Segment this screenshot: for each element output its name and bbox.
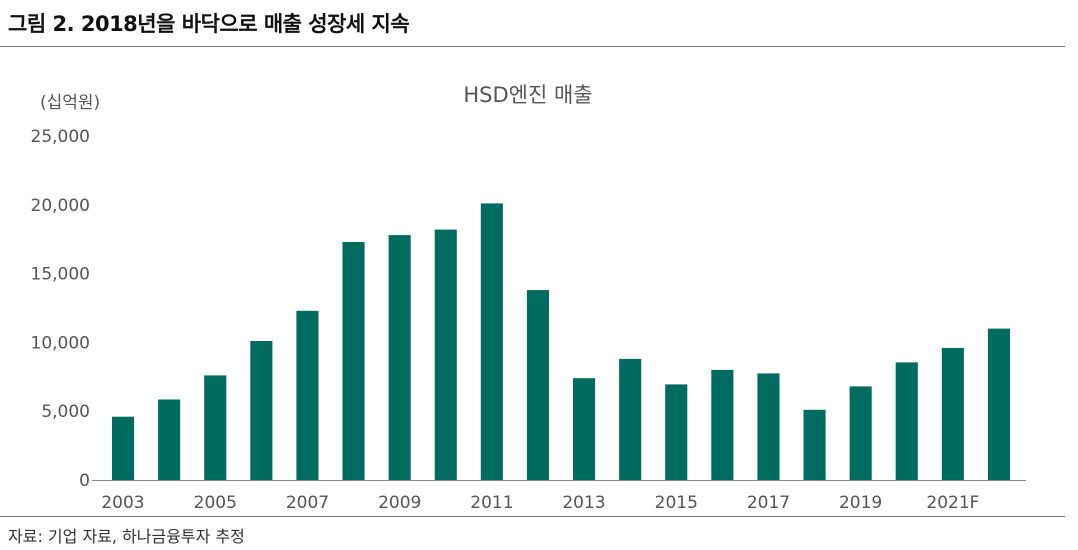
x-tick-label: 2013 <box>562 493 605 513</box>
bar-2005 <box>204 375 227 480</box>
x-tick-label: 2005 <box>194 493 237 513</box>
y-axis-unit: (십억원) <box>40 93 100 113</box>
figure-title: 그림 2. 2018년을 바닥으로 매출 성장세 지속 <box>8 12 410 36</box>
bar-2013 <box>573 378 596 480</box>
y-tick-label: 0 <box>79 471 90 491</box>
bottom-divider <box>0 516 1065 517</box>
x-tick-label: 2017 <box>747 493 790 513</box>
y-tick-label: 5,000 <box>41 402 90 422</box>
source-note: 자료: 기업 자료, 하나금융투자 추정 <box>8 527 245 546</box>
x-tick-label: 2007 <box>286 493 329 513</box>
bar-2019 <box>849 386 872 480</box>
y-axis-ticks: 0 5,000 10,000 15,000 20,000 25,000 <box>31 127 90 491</box>
y-tick-label: 20,000 <box>31 196 90 216</box>
x-tick-label: 2009 <box>378 493 421 513</box>
x-tick-label: 2003 <box>101 493 144 513</box>
bar-2010 <box>434 229 457 480</box>
x-axis-ticks: 2003 2005 2007 2009 2011 2013 2015 2017 2019 2021… <box>101 493 979 513</box>
x-tick-label: 2011 <box>470 493 513 513</box>
bar-2016 <box>711 369 734 480</box>
y-tick-label: 25,000 <box>31 127 90 147</box>
y-tick-label: 15,000 <box>31 265 90 285</box>
top-divider <box>0 46 1065 47</box>
x-tick-label: 2021F <box>926 493 979 513</box>
bar-2017 <box>757 373 780 480</box>
bar-2011 <box>480 203 503 480</box>
bar-2007 <box>296 310 319 480</box>
bar-2014 <box>619 358 642 480</box>
bar-2018 <box>803 409 826 480</box>
bar-2004 <box>158 399 181 480</box>
bar-chart: HSD엔진 매출 (십억원) 0 5,000 10,000 15,000 20,000 2… <box>31 83 1026 513</box>
x-tick-label: 2015 <box>655 493 698 513</box>
chart-title: HSD엔진 매출 <box>463 83 592 107</box>
bars <box>112 203 1010 480</box>
bar-2021F <box>941 347 964 480</box>
bar-2020 <box>895 362 918 480</box>
bar-2008 <box>342 242 365 480</box>
bar-2015 <box>665 384 688 480</box>
x-tick-label: 2019 <box>839 493 882 513</box>
bar-2022F <box>987 328 1010 480</box>
bar-2012 <box>526 290 549 480</box>
bar-2003 <box>112 416 135 480</box>
bar-2009 <box>388 235 411 480</box>
y-tick-label: 10,000 <box>31 333 90 353</box>
bar-2006 <box>250 341 273 480</box>
